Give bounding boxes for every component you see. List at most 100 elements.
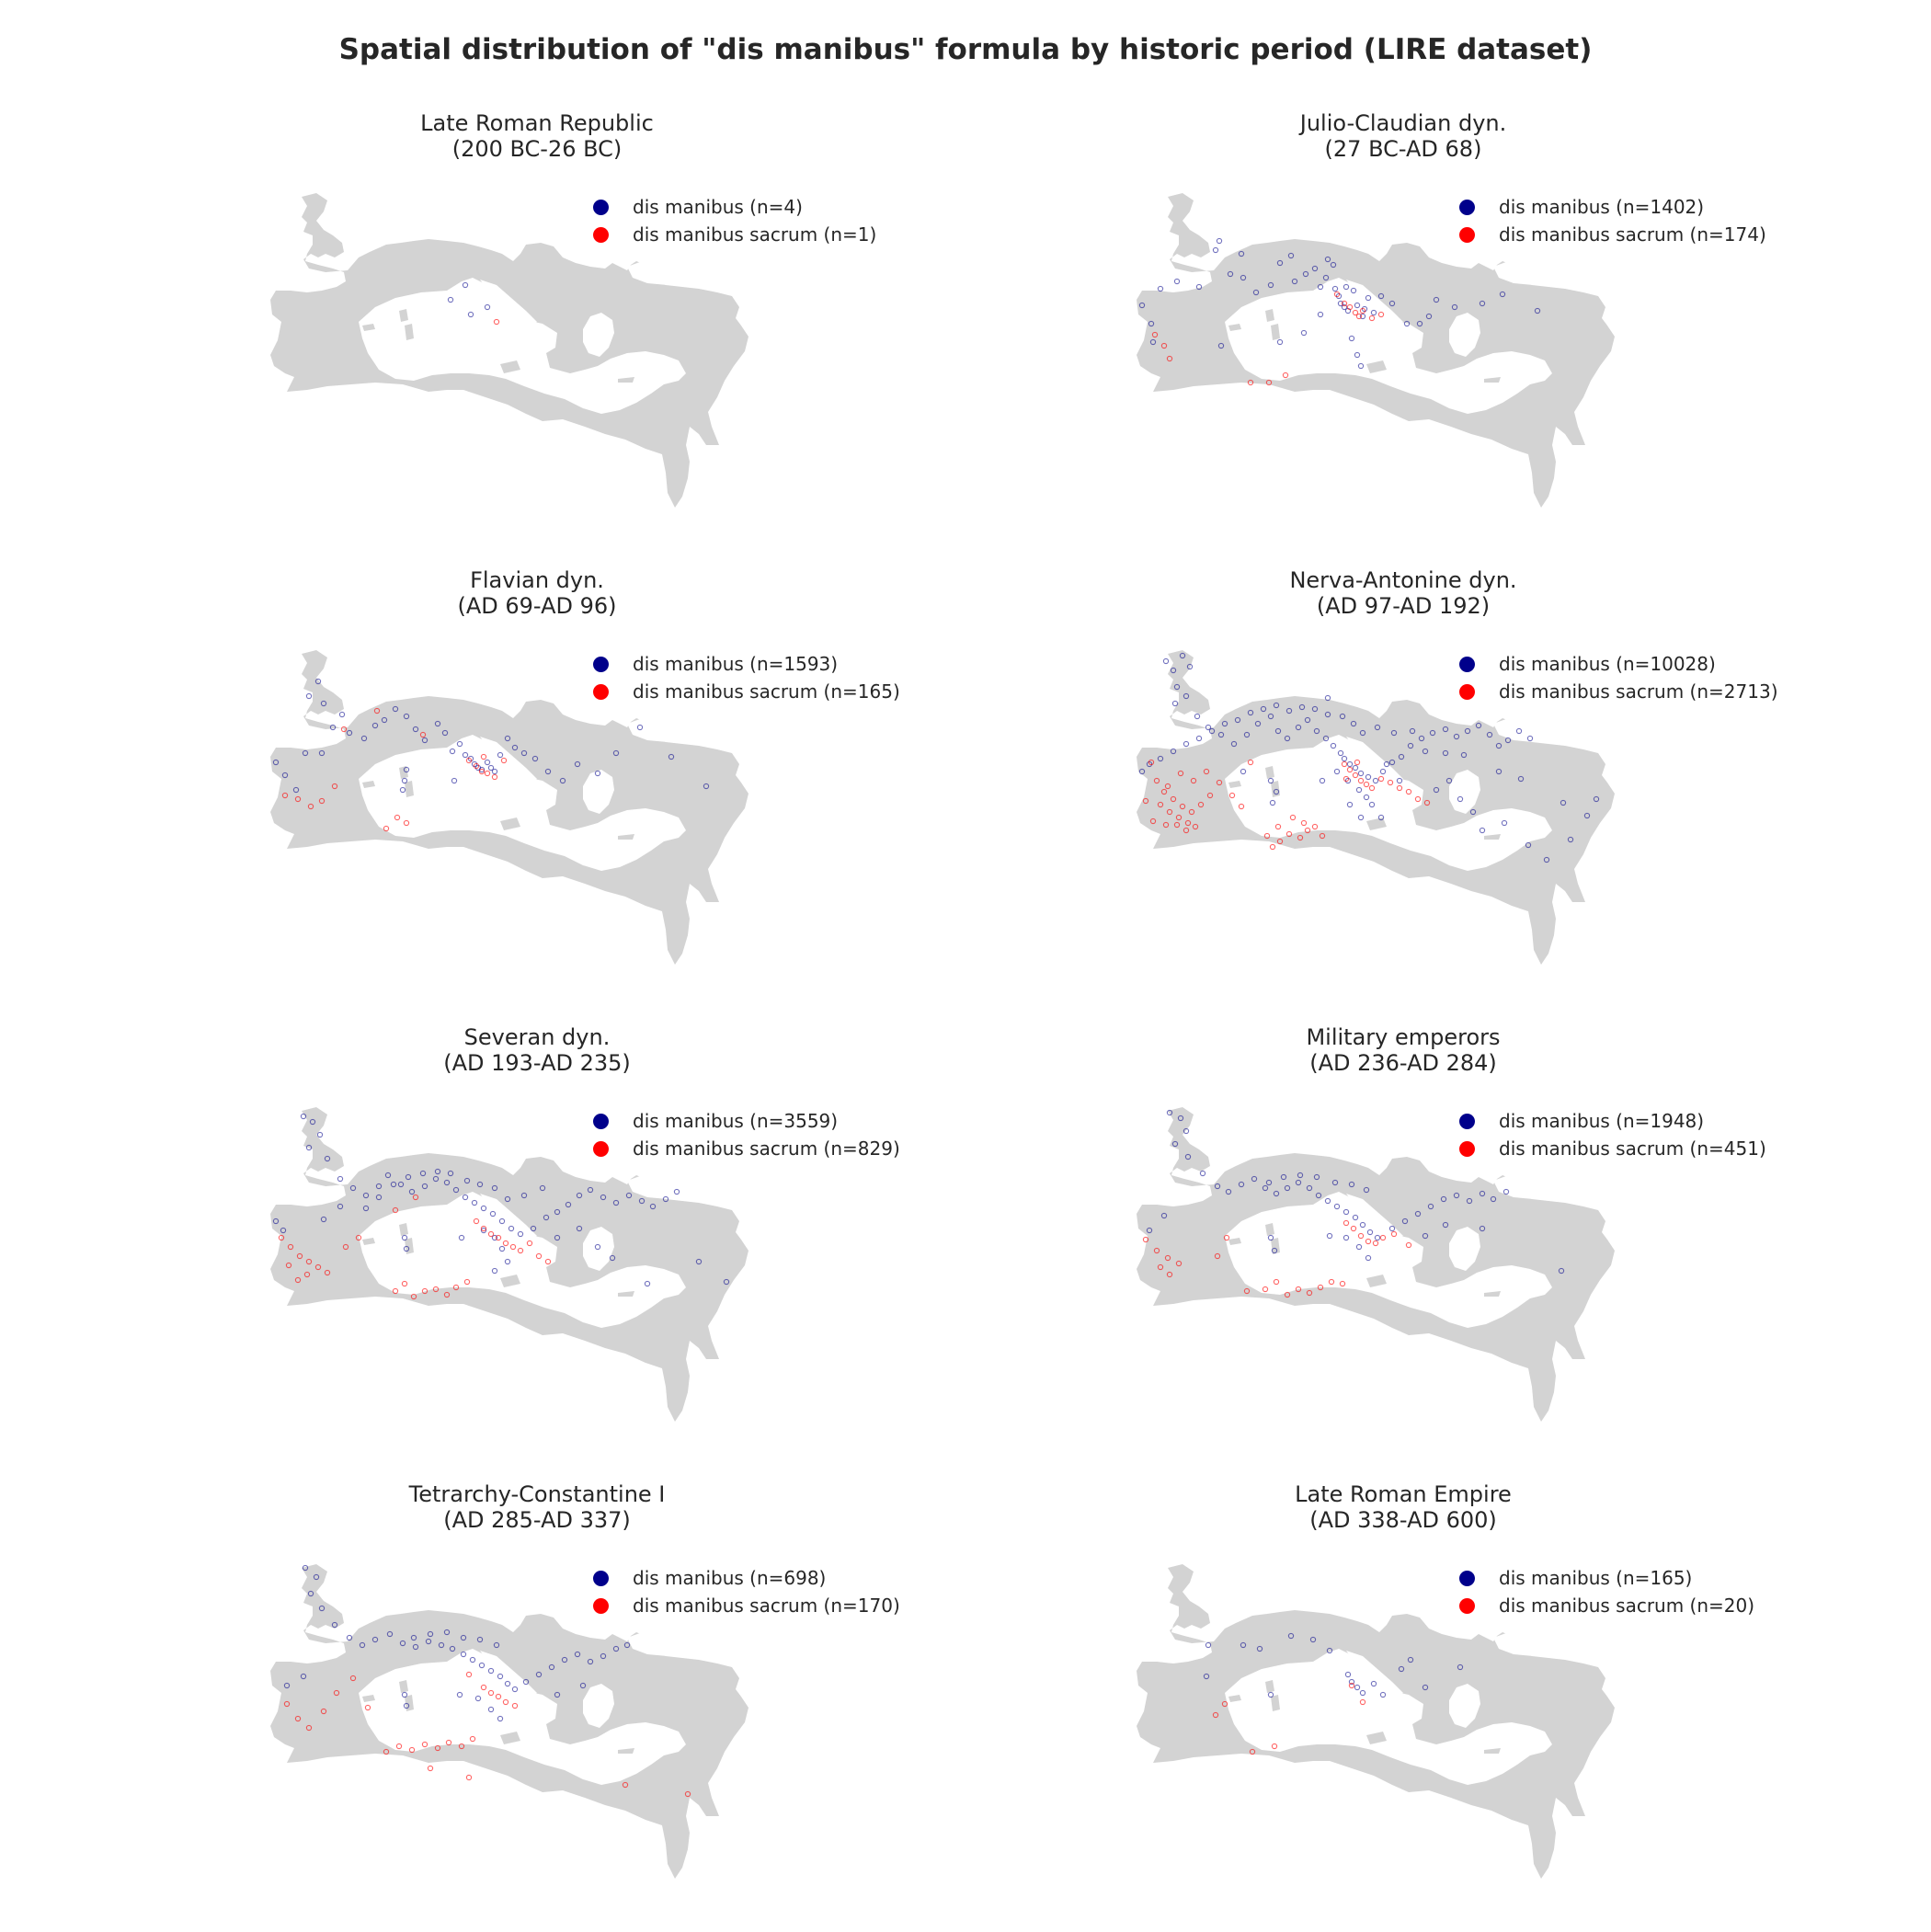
aegean-sea bbox=[1449, 1227, 1480, 1271]
dis-manibus-sacrum-marker bbox=[1459, 1140, 1475, 1157]
mediterranean-sea bbox=[1225, 1649, 1552, 1785]
dis-manibus-point bbox=[371, 1636, 379, 1643]
dis-manibus-point bbox=[1330, 742, 1337, 749]
dis-manibus-point bbox=[1453, 1192, 1460, 1199]
dis-manibus-sacrum-point bbox=[307, 803, 314, 810]
dis-manibus-sacrum-point bbox=[294, 1276, 302, 1284]
dis-manibus-point bbox=[1183, 1127, 1190, 1135]
dis-manibus-point bbox=[1326, 1232, 1333, 1240]
panel-title: Severan dyn. (AD 193-AD 235) bbox=[267, 1024, 807, 1076]
dis-manibus-sacrum-point bbox=[1423, 799, 1431, 806]
dis-manibus-point bbox=[649, 1203, 657, 1210]
dis-manibus-point bbox=[1479, 300, 1486, 307]
legend-entry-dis-manibus: dis manibus (n=10028) bbox=[1459, 650, 1778, 678]
dis-manibus-marker bbox=[593, 656, 609, 672]
panel-title: Flavian dyn. (AD 69-AD 96) bbox=[267, 567, 807, 619]
dis-manibus-sacrum-point bbox=[383, 825, 390, 832]
dis-manibus-point bbox=[1194, 713, 1201, 720]
dis-manibus-sacrum-point bbox=[484, 770, 491, 777]
dis-manibus-point bbox=[1317, 283, 1324, 291]
dis-manibus-point bbox=[1422, 1684, 1429, 1691]
period-dates: (200 BC-26 BC) bbox=[451, 136, 623, 162]
dis-manibus-point bbox=[401, 777, 408, 784]
dis-manibus-point bbox=[520, 749, 528, 757]
dis-manibus-point bbox=[1273, 1190, 1280, 1197]
dis-manibus-sacrum-point bbox=[427, 1765, 434, 1772]
dis-manibus-sacrum-point bbox=[1179, 803, 1186, 810]
dis-manibus-point bbox=[1267, 1234, 1274, 1241]
dis-manibus-sacrum-point bbox=[340, 726, 348, 733]
island bbox=[1484, 834, 1501, 840]
dis-manibus-sacrum-point bbox=[320, 1708, 327, 1715]
legend-label: dis manibus (n=1593) bbox=[633, 653, 839, 675]
dis-manibus-point bbox=[1355, 786, 1363, 794]
aegean-sea bbox=[1449, 770, 1480, 814]
dis-manibus-point bbox=[487, 1667, 495, 1675]
dis-manibus-point bbox=[1440, 1195, 1447, 1203]
dis-manibus-point bbox=[1173, 278, 1181, 285]
map-legend: dis manibus (n=4) dis manibus sacrum (n=… bbox=[593, 193, 876, 248]
dis-manibus-point bbox=[1350, 720, 1357, 727]
dis-manibus-sacrum-point bbox=[1153, 1247, 1160, 1254]
dis-manibus-point bbox=[434, 1168, 441, 1175]
dis-manibus-point bbox=[441, 729, 449, 737]
dis-manibus-point bbox=[522, 1678, 530, 1686]
dis-manibus-marker bbox=[593, 199, 609, 215]
dis-manibus-point bbox=[491, 1184, 498, 1192]
dis-manibus-sacrum-point bbox=[1164, 1254, 1171, 1262]
dis-manibus-point bbox=[1368, 801, 1376, 808]
dis-manibus-sacrum-point bbox=[1273, 1278, 1280, 1286]
dis-manibus-point bbox=[673, 1188, 680, 1195]
dis-manibus-marker bbox=[1459, 656, 1475, 672]
dis-manibus-sacrum-point bbox=[1359, 307, 1366, 314]
dis-manibus-sacrum-point bbox=[1350, 1225, 1357, 1232]
dis-manibus-sacrum-point bbox=[1142, 797, 1149, 805]
dis-manibus-sacrum-point bbox=[1216, 779, 1223, 786]
dis-manibus-point bbox=[375, 1183, 383, 1190]
dis-manibus-sacrum-point bbox=[458, 1743, 465, 1750]
dis-manibus-point bbox=[1388, 759, 1396, 766]
dis-manibus-point bbox=[1422, 748, 1429, 755]
island bbox=[500, 1732, 520, 1744]
dis-manibus-point bbox=[1383, 760, 1390, 768]
dis-manibus-point bbox=[559, 777, 566, 784]
dis-manibus-point bbox=[504, 1258, 511, 1265]
dis-manibus-sacrum-point bbox=[394, 814, 401, 821]
legend-label: dis manibus sacrum (n=829) bbox=[633, 1137, 900, 1160]
dis-manibus-point bbox=[272, 1218, 280, 1225]
adriatic-sea bbox=[480, 1651, 537, 1697]
period-dates: (AD 193-AD 235) bbox=[443, 1050, 631, 1076]
dis-manibus-point bbox=[644, 1280, 651, 1287]
dis-manibus-point bbox=[1240, 1641, 1247, 1649]
legend-label: dis manibus (n=10028) bbox=[1499, 653, 1716, 675]
dis-manibus-sacrum-point bbox=[1282, 372, 1289, 379]
dis-manibus-point bbox=[587, 1186, 594, 1194]
dis-manibus-sacrum-point bbox=[622, 1781, 629, 1789]
dis-manibus-sacrum-point bbox=[1197, 801, 1205, 808]
map-legend: dis manibus (n=1402) dis manibus sacrum … bbox=[1459, 193, 1766, 248]
legend-label: dis manibus sacrum (n=1) bbox=[633, 223, 877, 246]
dis-manibus-point bbox=[1337, 749, 1344, 757]
dis-manibus-sacrum-point bbox=[1319, 832, 1326, 840]
period-name: Military emperors bbox=[1306, 1024, 1501, 1050]
dis-manibus-point bbox=[491, 1234, 498, 1241]
dis-manibus-point bbox=[309, 1118, 316, 1126]
dis-manibus-point bbox=[1479, 827, 1486, 834]
map-legend: dis manibus (n=1948) dis manibus sacrum … bbox=[1459, 1107, 1766, 1162]
legend-entry-dis-manibus-sacrum: dis manibus sacrum (n=1) bbox=[593, 221, 876, 248]
dis-manibus-point bbox=[504, 1680, 511, 1687]
dis-manibus-point bbox=[421, 1183, 428, 1190]
dis-manibus-sacrum-point bbox=[401, 1280, 408, 1287]
dis-manibus-point bbox=[1254, 720, 1262, 727]
dis-manibus-sacrum-point bbox=[1341, 300, 1348, 307]
dis-manibus-point bbox=[283, 1682, 291, 1689]
dis-manibus-point bbox=[1247, 709, 1254, 716]
dis-manibus-point bbox=[438, 1641, 445, 1649]
dis-manibus-point bbox=[493, 1641, 500, 1649]
dis-manibus-point bbox=[1238, 1181, 1245, 1188]
dis-manibus-point bbox=[1333, 1203, 1341, 1210]
dis-manibus-point bbox=[427, 1630, 434, 1638]
dis-manibus-point bbox=[498, 1245, 506, 1252]
dis-manibus-sacrum-point bbox=[445, 1739, 452, 1746]
dis-manibus-point bbox=[1285, 707, 1293, 714]
